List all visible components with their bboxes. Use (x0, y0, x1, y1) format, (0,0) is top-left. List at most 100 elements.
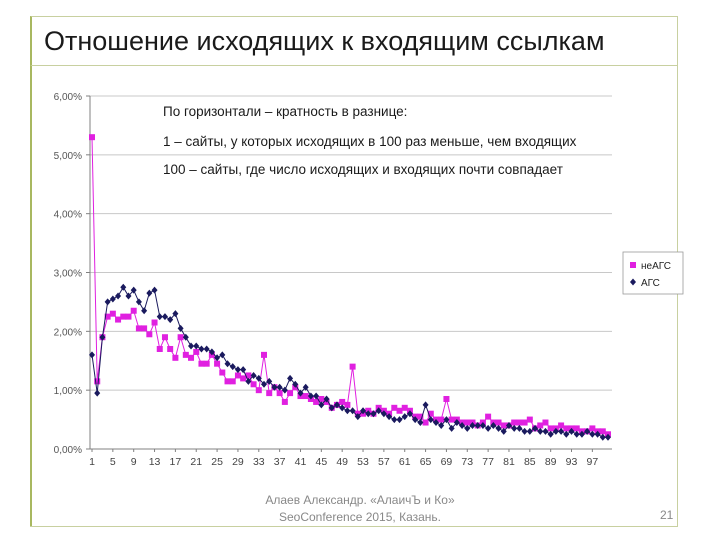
x-tick-label: 97 (587, 456, 599, 468)
data-point-neags (94, 378, 101, 385)
data-point-ags (109, 295, 116, 303)
data-point-neags (344, 401, 351, 408)
legend-box (622, 251, 684, 295)
annotation-line-1: По горизонтали – кратность в разнице: (163, 104, 408, 119)
data-point-ags (182, 333, 189, 341)
annotation-line-3: 100 – сайты, где число исходящих и входя… (163, 162, 563, 177)
data-point-neags (193, 348, 200, 355)
data-point-ags (313, 392, 320, 400)
data-point-neags (167, 345, 174, 352)
data-point-ags (469, 421, 476, 429)
data-point-ags (151, 286, 158, 294)
legend-marker-neags (630, 262, 636, 268)
frame-bottom-rule (30, 526, 678, 527)
x-tick-label: 93 (566, 456, 578, 468)
data-point-ags (354, 413, 361, 421)
x-tick-label: 37 (274, 456, 286, 468)
data-point-neags (485, 413, 492, 420)
data-point-neags (547, 425, 554, 432)
data-point-ags (552, 427, 559, 435)
x-tick-label: 69 (441, 456, 453, 468)
data-point-neags (521, 419, 528, 426)
y-tick-label: 3,00% (54, 269, 82, 280)
x-tick-label: 5 (110, 456, 116, 468)
data-point-ags (375, 407, 382, 415)
y-tick-label: 0,00% (54, 445, 82, 456)
data-point-ags (266, 377, 273, 385)
data-point-neags (302, 393, 309, 400)
data-point-neags (120, 313, 127, 320)
footer: Алаев Александр. «АлаичЪ и Ко» SeoConfer… (210, 492, 510, 526)
data-point-neags (558, 422, 565, 429)
data-point-neags (224, 378, 231, 385)
data-point-ags (594, 430, 601, 438)
data-point-neags (391, 404, 398, 411)
data-point-ags (485, 424, 492, 432)
data-point-ags (177, 324, 184, 332)
data-point-ags (193, 342, 200, 350)
data-point-ags (406, 410, 413, 418)
x-tick-label: 41 (295, 456, 307, 468)
data-point-neags (417, 413, 424, 420)
data-point-neags (542, 419, 549, 426)
data-point-neags (240, 375, 247, 382)
data-point-ags (427, 416, 434, 424)
data-point-neags (141, 325, 148, 332)
x-tick-label: 25 (211, 456, 223, 468)
data-point-ags (188, 342, 195, 350)
data-point-neags (161, 334, 168, 341)
legend-label: неАГС (641, 261, 671, 272)
data-point-ags (250, 371, 257, 379)
data-point-neags (537, 422, 544, 429)
data-point-ags (401, 413, 408, 421)
data-point-neags (511, 419, 518, 426)
data-point-ags (417, 419, 424, 427)
data-point-ags (365, 410, 372, 418)
data-point-neags (313, 398, 320, 405)
data-point-ags (161, 313, 168, 321)
x-tick-label: 17 (170, 456, 182, 468)
data-point-neags (401, 404, 408, 411)
annotation-line-2: 1 – сайты, у которых исходящих в 100 раз… (163, 134, 577, 149)
data-point-ags (422, 401, 429, 409)
data-point-neags (188, 354, 195, 361)
data-point-ags (360, 407, 367, 415)
data-point-ags (339, 404, 346, 412)
data-point-ags (302, 383, 309, 391)
data-point-ags (474, 421, 481, 429)
data-point-neags (438, 416, 445, 423)
x-tick-label: 49 (336, 456, 348, 468)
data-point-ags (261, 380, 267, 388)
frame-right-rule (677, 66, 678, 526)
data-point-neags (261, 351, 267, 358)
data-point-neags (146, 331, 153, 338)
data-point-ags (146, 289, 153, 297)
y-tick-label: 4,00% (54, 210, 82, 221)
data-point-neags (245, 372, 252, 379)
data-point-ags (318, 401, 325, 409)
x-tick-label: 57 (378, 456, 390, 468)
data-point-neags (203, 360, 210, 367)
data-point-ags (479, 421, 486, 429)
data-point-ags (94, 389, 101, 397)
data-point-neags (276, 390, 283, 397)
data-point-ags (156, 313, 163, 321)
data-point-ags (224, 360, 231, 368)
data-point-ags (584, 427, 591, 435)
data-point-ags (287, 374, 294, 382)
data-point-neags (125, 313, 132, 320)
data-point-neags (516, 419, 523, 426)
series-line-ags (91, 286, 608, 438)
data-point-neags (234, 372, 241, 379)
data-point-ags (412, 416, 419, 424)
data-point-neags (422, 419, 429, 426)
x-tick-label: 45 (315, 456, 327, 468)
data-point-ags (99, 333, 106, 341)
data-point-neags (563, 425, 570, 432)
data-point-ags (448, 424, 455, 432)
footer-event: SeoConference 2015, Казань. (278, 510, 441, 524)
data-point-neags (589, 425, 596, 432)
data-point-neags (109, 310, 116, 317)
data-point-neags (104, 313, 111, 320)
data-point-ags (521, 427, 528, 435)
